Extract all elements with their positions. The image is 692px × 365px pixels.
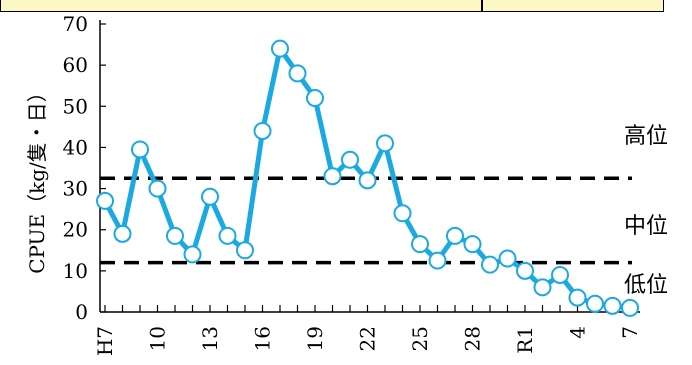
- data-point: [358, 171, 377, 190]
- data-point: [411, 235, 429, 254]
- data-point: [481, 255, 499, 274]
- data-point: [166, 226, 184, 245]
- data-point: [376, 134, 394, 153]
- data-point: [201, 187, 219, 206]
- y-tick-label: 0: [75, 300, 88, 324]
- x-tick-label: 16: [251, 326, 275, 351]
- x-tick-label: 7: [618, 326, 642, 339]
- data-point: [323, 167, 342, 186]
- data-point: [498, 249, 517, 268]
- y-tick-label: 40: [63, 135, 88, 159]
- data-point: [271, 39, 289, 58]
- band-label-1: 高位: [624, 124, 668, 149]
- data-point: [603, 296, 622, 315]
- data-point: [428, 251, 447, 270]
- band-label-2: 中位: [624, 214, 668, 239]
- x-tick-label: 4: [566, 326, 590, 339]
- data-point: [341, 150, 359, 169]
- data-point: [621, 298, 639, 317]
- y-axis-title: CPUE（kg/隻・日）: [25, 82, 49, 274]
- data-point: [288, 64, 307, 83]
- data-point: [236, 241, 254, 260]
- y-tick-label: 20: [63, 218, 88, 242]
- data-point: [463, 235, 482, 254]
- data-point: [306, 89, 324, 108]
- x-tick-label: 25: [408, 326, 432, 351]
- y-tick-label: 50: [63, 94, 88, 118]
- data-point: [533, 278, 552, 297]
- header-bar: [0, 0, 664, 12]
- y-tick-label: 30: [63, 177, 88, 201]
- data-point: [218, 226, 237, 245]
- data-point: [253, 121, 272, 140]
- data-point: [113, 224, 132, 243]
- band-label-3: 低位: [624, 273, 668, 298]
- y-tick-label: 70: [63, 12, 88, 36]
- x-tick-label: R1: [513, 326, 537, 354]
- data-point: [393, 204, 412, 223]
- data-point: [586, 294, 604, 313]
- data-point: [568, 288, 587, 307]
- y-tick-label: 60: [63, 53, 88, 77]
- x-tick-label: H7: [93, 326, 117, 356]
- data-point: [96, 191, 114, 210]
- x-tick-label: 19: [303, 326, 327, 351]
- x-tick-label: 13: [198, 326, 222, 351]
- data-point: [131, 140, 149, 159]
- data-point: [551, 265, 569, 284]
- y-tick-label: 10: [63, 259, 88, 283]
- data-point: [148, 179, 167, 198]
- data-point: [183, 245, 202, 264]
- data-point: [446, 226, 464, 245]
- x-tick-label: 28: [461, 326, 485, 351]
- x-tick-label: 10: [146, 326, 170, 351]
- header-divider: [481, 0, 483, 12]
- data-point: [516, 261, 534, 280]
- x-tick-label: 22: [356, 326, 380, 351]
